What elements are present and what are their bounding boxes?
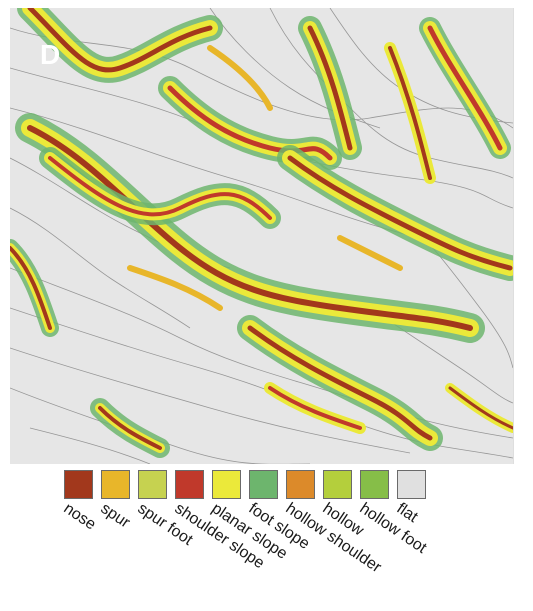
panel-label: D — [40, 39, 61, 70]
legend-label-spur: spur — [97, 500, 133, 532]
map-canvas — [10, 8, 513, 464]
legend-swatch-spur — [101, 470, 130, 499]
legend-swatch-hollow — [323, 470, 352, 499]
legend-swatch-shoulder-slope — [175, 470, 204, 499]
legend-swatch-planar-slope — [212, 470, 241, 499]
legend-swatch-flat — [397, 470, 426, 499]
landform-map: D — [10, 8, 514, 464]
legend-label-nose: nose — [60, 500, 99, 534]
legend-label-hollow-foot: hollow foot — [356, 500, 430, 557]
legend-swatch-foot-slope — [249, 470, 278, 499]
legend-swatch-hollow-foot — [360, 470, 389, 499]
legend-swatch-hollow-shoulder — [286, 470, 315, 499]
legend-swatch-spur-foot — [138, 470, 167, 499]
ridge-bands — [10, 8, 513, 458]
legend-swatch-nose — [64, 470, 93, 499]
legend: nose spur spur foot shoulder slope plana… — [0, 470, 533, 611]
nose-band — [27, 8, 213, 73]
